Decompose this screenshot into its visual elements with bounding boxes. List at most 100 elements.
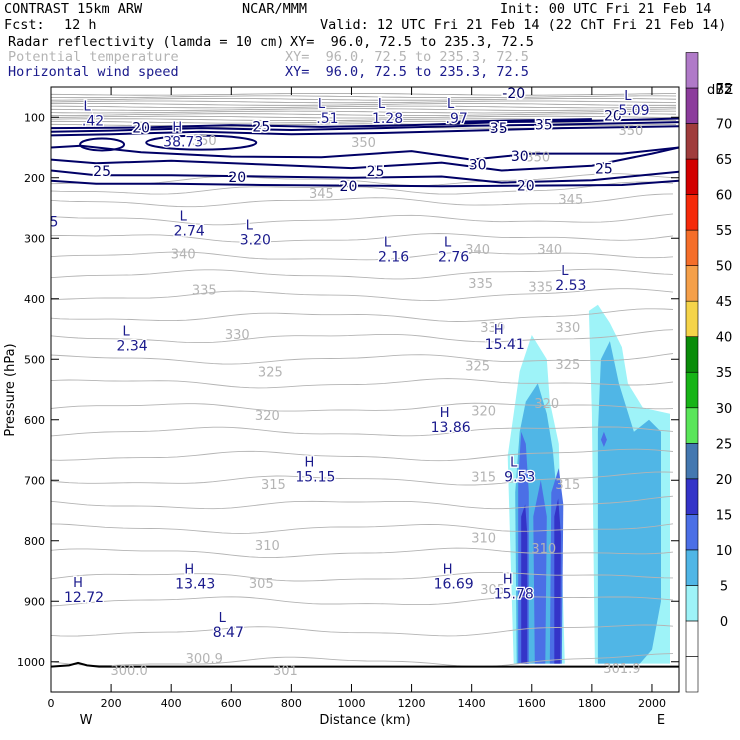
theta-line-9 [51, 426, 674, 437]
theta-line-12 [51, 353, 674, 365]
colorbar-label-3: 15 [716, 508, 733, 523]
theta-label-20: 310 [255, 539, 280, 554]
extremum-marker-7: L [246, 218, 254, 233]
wind-line-4 [51, 146, 679, 172]
extremum-value-13: 13.86 [431, 420, 471, 436]
wind-line-5 [51, 169, 679, 184]
wind-jet-core [145, 134, 258, 151]
theta-label-13: 325 [555, 358, 580, 373]
extremum-marker-10: L [561, 264, 569, 279]
extremum-marker-14: H [305, 456, 315, 471]
extremum-marker-15: L [510, 456, 518, 471]
extremum-value-14: 15.15 [295, 470, 335, 486]
theta-label-22: 310 [531, 542, 556, 557]
wind-line-2 [51, 125, 679, 137]
y-tick-label-0: 100 [24, 111, 45, 124]
theta-upper-8 [51, 113, 677, 116]
field-reflectivity-name: Radar reflectivity (lamda = 10 cm) [8, 34, 285, 50]
theta-line-13 [51, 329, 674, 344]
extremum-value-17: 16.69 [434, 577, 474, 593]
wind-label-1: 25 [252, 119, 270, 135]
theta-upper-2 [51, 97, 677, 101]
colorbar-label-0: 0 [720, 615, 728, 630]
theta-upper-7 [51, 110, 676, 114]
theta-line-15 [51, 288, 674, 302]
theta-label-27: 301 [273, 664, 298, 679]
theta-label-23: 305 [249, 577, 274, 592]
x-tick-label-4: 800 [281, 697, 302, 710]
theta-label-26: 300.9 [186, 652, 223, 667]
wind-line-6 [51, 179, 679, 188]
extremum-value-4: .97 [446, 111, 468, 127]
forecast-label: Fcst: [4, 17, 45, 33]
field-theta-xy: XY= 96.0, 72.5 to 235.3, 72.5 [285, 49, 529, 65]
extremum-value-6: 2.74 [174, 223, 205, 239]
colorbar-label-5: 25 [716, 437, 733, 452]
colorbar-swatch-8 [685, 371, 699, 409]
terrain-line [51, 661, 679, 668]
extremum-marker-0: L [83, 99, 91, 114]
x-axis-east: E [657, 713, 665, 728]
theta-label-32: 350 [619, 124, 644, 139]
extremum-value-16: 13.43 [175, 577, 215, 593]
theta-label-1: 345 [558, 193, 583, 208]
colorbar-swatch-5 [685, 478, 699, 515]
theta-line-17 [51, 251, 674, 261]
wind-closed-contour [79, 137, 126, 152]
theta-label-29: 350 [192, 134, 217, 149]
wind-label-8: 30 [469, 157, 487, 173]
wind-label-12: -20 [502, 86, 525, 102]
colorbar-label-11: 55 [716, 224, 733, 239]
theta-label-25: 300.0 [111, 664, 148, 679]
theta-line-20 [51, 193, 674, 208]
theta-label-16: 320 [534, 397, 559, 412]
extremum-value-10: 2.53 [555, 278, 586, 294]
wind-label-9: 30 [511, 149, 529, 165]
field-reflectivity-xy: XY= 96.0, 72.5 to 235.3, 72.5 [290, 34, 534, 50]
x-tick-label-6: 1200 [398, 697, 426, 710]
wind-label-3: 20 [228, 170, 246, 186]
y-tick-label-2: 300 [24, 232, 45, 245]
y-tick-label-3: 400 [24, 293, 45, 306]
colorbar-label-4: 20 [716, 473, 733, 488]
colorbar-swatch-12 [685, 229, 699, 266]
extremum-marker-17: H [443, 563, 453, 578]
colorbar-swatch-6 [685, 442, 699, 480]
x-tick-label-9: 1800 [578, 697, 606, 710]
axes: 100 200 300 400 500 600 700 800 900 1000 0 200 400 60… [3, 87, 679, 728]
theta-label-30: 350 [351, 136, 376, 151]
x-tick-label-0: 0 [48, 697, 55, 710]
theta-line-21 [51, 181, 674, 195]
theta-label-12: 325 [465, 359, 490, 374]
extremum-value-7: 3.20 [240, 232, 271, 248]
colorbar-label-15: 75 [716, 82, 733, 97]
extremum-value-19: 12.72 [64, 590, 104, 606]
colorbar-label-14: 70 [716, 118, 733, 133]
y-tick-label-5: 600 [24, 414, 45, 427]
theta-line-5 [51, 523, 674, 534]
colorbar-swatch-10 [685, 300, 699, 338]
extremum-marker-8: L [384, 235, 392, 250]
theta-upper-0 [51, 93, 677, 96]
theta-line-1 [51, 624, 674, 637]
colorbar-swatch-15 [685, 123, 699, 160]
extremum-value-15: 9.53 [504, 470, 535, 486]
colorbar-swatch-7 [685, 407, 699, 444]
extremum-marker-9: L [444, 235, 452, 250]
reflectivity-core [600, 431, 607, 447]
theta-line-4 [51, 547, 674, 559]
x-tick-label-7: 1400 [458, 697, 486, 710]
x-tick-label-8: 1600 [518, 697, 546, 710]
theta-upper-5 [51, 105, 677, 109]
theta-contours [51, 93, 677, 667]
field-theta-name: Potential temperature [8, 49, 179, 65]
colorbar-swatch-1 [685, 620, 699, 657]
wind-label-0: 20 [132, 121, 150, 137]
reflectivity-cell-7 [521, 504, 528, 664]
extremum-marker-6: L [180, 209, 188, 224]
y-tick-label-4: 500 [24, 353, 45, 366]
theta-label-0: 345 [309, 187, 334, 202]
theta-upper-6 [51, 108, 677, 111]
theta-label-5: 335 [192, 284, 217, 299]
